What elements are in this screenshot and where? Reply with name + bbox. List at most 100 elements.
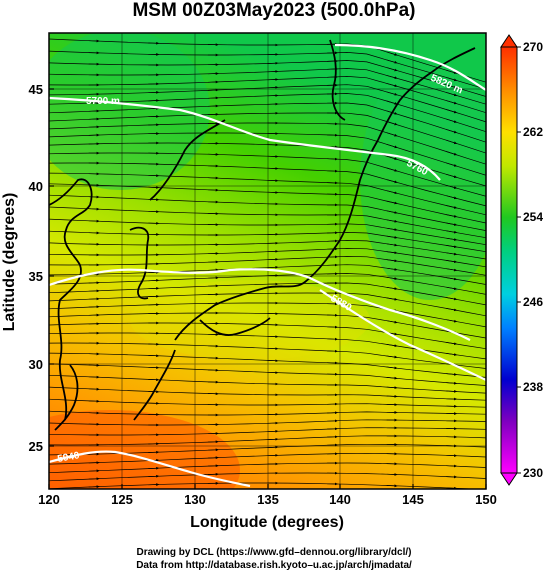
wind-arrow xyxy=(446,230,458,234)
wind-arrow xyxy=(386,394,398,398)
wind-arrow xyxy=(446,162,458,167)
wind-arrow xyxy=(386,210,398,214)
wind-arrow xyxy=(386,276,398,280)
contour-5820 xyxy=(49,268,471,341)
wind-arrow xyxy=(386,297,398,301)
x-axis-label: Longitude (degrees) xyxy=(190,514,344,531)
chart-title: MSM 00Z03May2023 (500.0hPa) xyxy=(132,0,416,21)
credit-data: Data from http://database.rish.kyoto–u.a… xyxy=(136,560,412,571)
x-tick-label: 130 xyxy=(184,492,206,507)
wind-arrow xyxy=(267,86,279,89)
wind-arrow xyxy=(446,205,458,209)
y-axis-label: Latitude (degrees) xyxy=(1,193,18,332)
wind-arrow xyxy=(207,456,219,460)
y-tick-label: 35 xyxy=(29,269,43,284)
wind-arrow xyxy=(446,100,458,105)
wind-arrow xyxy=(446,237,458,241)
wind-arrow xyxy=(446,297,458,301)
wind-arrow xyxy=(446,92,458,97)
x-tick-label: 150 xyxy=(475,492,497,507)
x-tick-label: 135 xyxy=(257,492,279,507)
wind-arrow xyxy=(386,251,398,255)
colorbar-tick-label: 270 xyxy=(523,40,543,54)
wind-arrow xyxy=(446,252,458,256)
wind-arrow xyxy=(386,121,398,126)
wind-arrow xyxy=(88,469,100,473)
credit-drawing: Drawing by DCL (https://www.gfd–dennou.o… xyxy=(136,547,412,558)
colorbar-max-arrow xyxy=(500,34,518,48)
wind-arrow xyxy=(386,286,398,290)
wind-arrow xyxy=(207,96,219,100)
wind-arrow xyxy=(207,448,219,452)
wind-arrow xyxy=(446,151,458,156)
wind-arrow xyxy=(446,308,458,312)
contour-label-5940: 5940 xyxy=(57,450,81,465)
wind-arrow xyxy=(386,91,398,96)
x-tick-labels: 120 125 130 135 140 145 150 xyxy=(38,492,497,507)
wind-arrow xyxy=(446,118,458,123)
graticule xyxy=(49,33,486,489)
wind-arrow xyxy=(446,372,458,376)
wind-arrow xyxy=(386,355,398,359)
colorbar-min-arrow xyxy=(500,472,518,486)
wind-arrow xyxy=(386,386,398,390)
wind-arrow xyxy=(207,276,219,280)
y-tick-label: 40 xyxy=(29,179,43,194)
wind-arrow xyxy=(446,277,458,281)
wind-arrow xyxy=(88,387,100,391)
wind-arrow xyxy=(386,167,398,172)
wind-arrow xyxy=(386,376,398,380)
wind-arrow xyxy=(446,260,458,264)
wind-arrow xyxy=(446,173,458,178)
wind-arrow xyxy=(386,267,398,271)
wind-arrow xyxy=(386,59,398,64)
wind-arrow xyxy=(386,235,398,239)
wind-arrow xyxy=(386,259,398,263)
wind-arrow xyxy=(386,75,398,79)
wind-arrow xyxy=(446,222,458,226)
wind-arrow xyxy=(386,190,398,195)
wind-arrow xyxy=(386,243,398,247)
wind-arrow xyxy=(446,319,458,323)
wind-arrow xyxy=(386,67,398,72)
coastline xyxy=(49,39,476,431)
x-tick-label: 125 xyxy=(111,492,133,507)
wind-arrow xyxy=(386,227,398,231)
wind-arrow xyxy=(207,88,219,92)
wind-arrow xyxy=(446,129,458,134)
wind-arrow xyxy=(446,245,458,249)
wind-arrow xyxy=(386,51,398,56)
y-tick-label: 30 xyxy=(29,357,43,372)
wind-arrow xyxy=(88,207,100,211)
wind-arrow xyxy=(446,139,458,145)
wind-arrow xyxy=(446,195,458,200)
wind-arrow xyxy=(267,429,279,433)
wind-arrow xyxy=(446,214,458,218)
contour-5760 xyxy=(334,43,486,91)
contour-5880 xyxy=(319,289,486,381)
x-tick-label: 145 xyxy=(402,492,424,507)
contour-5700 xyxy=(49,96,441,181)
wind-arrow xyxy=(148,99,160,102)
x-tick-label: 140 xyxy=(329,492,351,507)
wind-arrow xyxy=(386,219,398,223)
height-contours xyxy=(49,43,486,488)
wind-arrow xyxy=(267,445,279,449)
colorbar-tick-label: 230 xyxy=(523,466,543,480)
wind-arrow xyxy=(446,381,458,385)
wind-arrow xyxy=(148,279,160,282)
x-tick-label: 120 xyxy=(38,492,60,507)
wind-arrow xyxy=(446,342,458,346)
wind-arrow xyxy=(446,77,458,82)
wind-arrow xyxy=(386,179,398,184)
wind-arrow xyxy=(446,389,458,393)
wind-arrow xyxy=(386,132,398,137)
y-tick-labels: 25 30 35 40 45 xyxy=(29,82,43,454)
colorbar-tick-label: 254 xyxy=(523,210,543,224)
wind-arrow xyxy=(386,155,398,160)
wind-arrow xyxy=(207,268,219,272)
wind-arrow xyxy=(386,200,398,205)
wind-arrow xyxy=(386,320,398,324)
wind-arrow xyxy=(327,337,339,341)
